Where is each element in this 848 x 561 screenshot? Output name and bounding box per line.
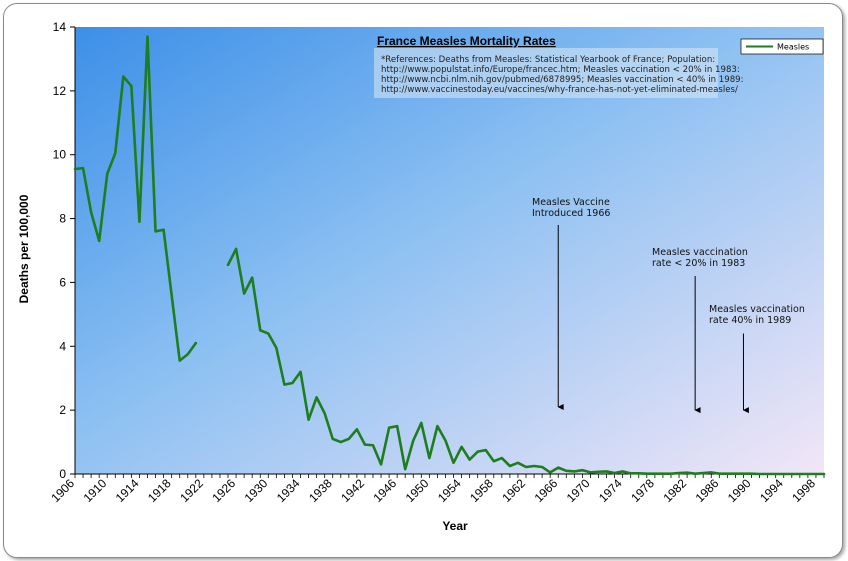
x-tick-label-1978: 1978 — [628, 476, 657, 505]
annotation-1-text: Measles Vaccine Introduced 1966 — [532, 197, 610, 219]
x-axis-title: Year — [442, 519, 468, 533]
x-tick-label-1954: 1954 — [435, 476, 464, 505]
y-axis-title: Deaths per 100,000 — [17, 194, 31, 303]
y-tick-label-12: 12 — [53, 84, 67, 98]
x-tick-label-1926: 1926 — [209, 476, 238, 505]
x-tick-label-1922: 1922 — [177, 476, 206, 505]
x-tick-label-1914: 1914 — [113, 476, 142, 505]
x-tick-label-1946: 1946 — [370, 476, 399, 505]
y-tick-label-14: 14 — [53, 20, 67, 34]
x-tick-label-1998: 1998 — [789, 476, 818, 505]
y-tick-label-4: 4 — [59, 339, 66, 353]
x-tick-label-1918: 1918 — [145, 476, 174, 505]
y-tick-label-0: 0 — [59, 467, 66, 481]
x-tick-label-1986: 1986 — [693, 476, 722, 505]
x-tick-label-1994: 1994 — [757, 476, 786, 505]
annotation-2-text: Measles vaccination rate < 20% in 1983 — [652, 247, 748, 269]
x-tick-label-1962: 1962 — [499, 476, 528, 505]
chart-title: France Measles Mortality Rates — [377, 34, 556, 48]
reference-line-2: http://www.populstat.info/Europe/francec… — [381, 65, 740, 75]
x-tick-label-1906: 1906 — [48, 476, 77, 505]
x-tick-label-1966: 1966 — [532, 476, 561, 505]
x-tick-label-1958: 1958 — [467, 476, 496, 505]
x-tick-label-1942: 1942 — [338, 476, 367, 505]
line-chart: 0 2 4 6 8 10 12 14 1906 1910 1914 1918 1922 1926 1930… — [17, 20, 826, 533]
series-line-measles-segment-1 — [73, 35, 198, 362]
series-line-measles-segment-2 — [226, 247, 826, 476]
legend: Measles — [740, 38, 824, 55]
annotation-3-text: Measles vaccination rate 40% in 1989 — [709, 304, 805, 326]
x-tick-label-1930: 1930 — [242, 476, 271, 505]
reference-line-3: http://www.ncbi.nlm.nih.gov/pubmed/68789… — [381, 75, 744, 85]
y-tick-label-2: 2 — [59, 403, 66, 417]
y-tick-label-6: 6 — [59, 275, 66, 289]
reference-line-4: http://www.vaccinestoday.eu/vaccines/why… — [381, 85, 738, 95]
legend-label-measles: Measles — [777, 43, 809, 52]
x-tick-label-1910: 1910 — [81, 476, 110, 505]
x-tick-label-1934: 1934 — [274, 476, 303, 505]
x-tick-label-1950: 1950 — [403, 476, 432, 505]
x-tick-label-1990: 1990 — [725, 476, 754, 505]
chart-frame: 0 2 4 6 8 10 12 14 1906 1910 1914 1918 1922 1926 1930… — [3, 3, 843, 558]
x-tick-label-1982: 1982 — [660, 476, 689, 505]
reference-box — [374, 48, 718, 98]
reference-line-1: *References: Deaths from Measles: Statis… — [381, 55, 715, 65]
x-tick-label-1974: 1974 — [596, 476, 625, 505]
x-tick-label-1938: 1938 — [306, 476, 335, 505]
plot-area — [75, 27, 824, 474]
x-tick-label-1970: 1970 — [564, 476, 593, 505]
y-tick-label-8: 8 — [59, 212, 66, 226]
y-tick-label-10: 10 — [53, 148, 67, 162]
